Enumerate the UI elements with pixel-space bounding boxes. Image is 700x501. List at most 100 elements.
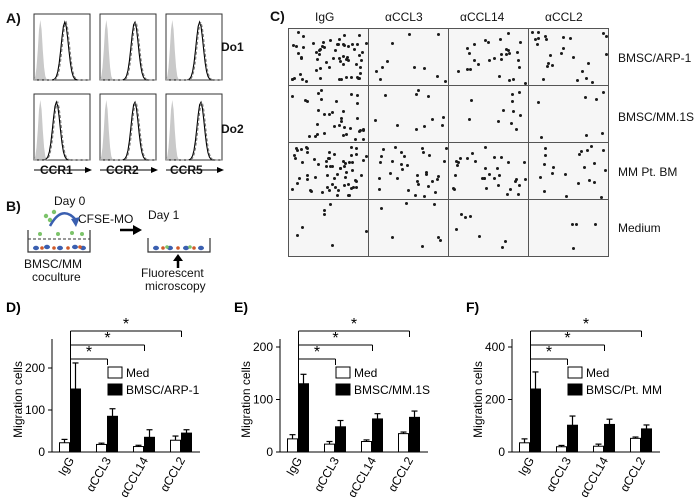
migrated-cell-dot [301,78,305,81]
migrated-cell-dot [518,90,521,94]
migrated-cell-dot [469,214,473,218]
coculture-schematic [27,209,211,268]
migrated-cell-dot [431,179,435,183]
migrated-cell-dot [349,145,353,149]
significance-star: * [314,344,320,361]
migrated-cell-dot [306,100,310,104]
migrated-cell-dot [582,166,586,170]
col-label-ccr2: CCR2 [106,163,139,177]
migrated-cell-dot [350,153,354,157]
migrated-cell-dot [317,52,321,56]
migrated-cell-dot [537,31,541,35]
y-tick-label: 0 [266,445,273,459]
bar [519,442,530,453]
migrated-cell-dot [325,186,329,190]
migrated-cell-dot [337,188,341,192]
migrated-cell-dot [471,152,475,156]
migrated-cell-dot [586,149,590,153]
migrated-cell-dot [318,48,322,52]
migrated-cell-dot [487,59,491,63]
migrated-cell-dot [505,48,509,52]
bar [530,388,541,453]
migrated-cell-dot [482,176,486,180]
migrated-cell-dot [571,246,575,250]
migrated-cell-dot [508,79,512,83]
migrated-cell-dot [321,45,325,49]
migrated-cell-dot [342,133,346,137]
migrated-cell-dot [571,222,575,226]
migrated-cell-dot [403,155,407,159]
migrated-cell-dot [317,162,321,166]
migrated-cell-dot [417,182,421,186]
stained-histogram [34,100,90,161]
migrated-cell-dot [315,69,319,73]
migrated-cell-dot [305,177,309,181]
migrated-cell-dot [351,161,355,165]
significance-star: * [351,316,357,333]
migrated-cell-dot [347,45,351,49]
migrated-cell-dot [291,43,295,47]
migrated-cell-dot [386,59,390,63]
migrated-cell-dot [501,246,505,249]
migrated-cell-dot [572,55,576,59]
micrograph-cell [448,142,529,200]
migrated-cell-dot [454,159,458,163]
migrated-cell-dot [299,55,303,59]
migrated-cell-dot [577,152,581,156]
panel-c-label: C) [270,8,285,24]
significance-star: * [332,330,338,347]
y-tick-label: 0 [38,445,45,459]
migrated-cell-dot [484,167,488,171]
c-row-ptbm: MM Pt. BM [618,165,678,179]
migrated-cell-dot [442,159,446,163]
control-histogram [166,100,192,160]
migrated-cell-dot [312,41,316,45]
migrated-cell-dot [334,99,338,103]
migrated-cell-dot [514,178,518,182]
bar [409,416,420,453]
axis-arrow-head [217,167,224,173]
significance-star: * [564,330,570,347]
migrated-cell-dot [564,173,568,177]
migrated-cell-dot [549,54,552,58]
control-histogram [34,100,60,160]
migrated-cell-dot [353,138,357,142]
x-tick-label: αCCL14 [117,454,151,500]
migrated-cell-dot [355,147,359,151]
bar [593,445,604,453]
migrated-cell-dot [510,93,514,97]
migrated-cell-dot [351,43,355,47]
migrated-cell-dot [511,100,515,104]
migrated-cell-dot [508,187,512,191]
migrated-cell-dot [343,175,347,179]
migrated-cell-dot [533,37,537,41]
micrograph-cell [288,142,369,200]
migrated-cell-dot [457,160,461,164]
migrated-cell-dot [459,157,463,161]
migrated-cell-dot [313,157,316,161]
migrated-cell-dot [589,145,593,149]
migrated-cell-dot [360,173,364,177]
y-tick-label: 200 [25,361,45,375]
migrated-cell-dot [291,94,295,98]
migrated-cell-dot [412,65,416,69]
migrated-cell-dot [293,153,297,157]
migrated-cell-dot [342,164,346,168]
migrated-cell-dot [316,108,320,112]
migrated-cell-dot [444,146,448,150]
migrated-cell-dot [473,58,477,62]
migrated-cell-dot [324,61,328,65]
y-tick-label: 200 [253,340,273,354]
migrated-cell-dot [484,39,488,43]
migrated-cell-dot [320,191,324,195]
migrated-cell-dot [291,187,295,191]
col-label-ccr5: CCR5 [170,163,203,177]
bar [170,439,181,453]
panel-label: E) [234,299,248,315]
x-tick-label: αCCL3 [543,454,574,494]
migrated-cell-dot [356,77,360,81]
migrated-cell-dot [579,150,583,154]
micrograph-cell [448,85,529,143]
migrated-cell-dot [295,149,299,153]
significance-star: * [583,316,589,333]
